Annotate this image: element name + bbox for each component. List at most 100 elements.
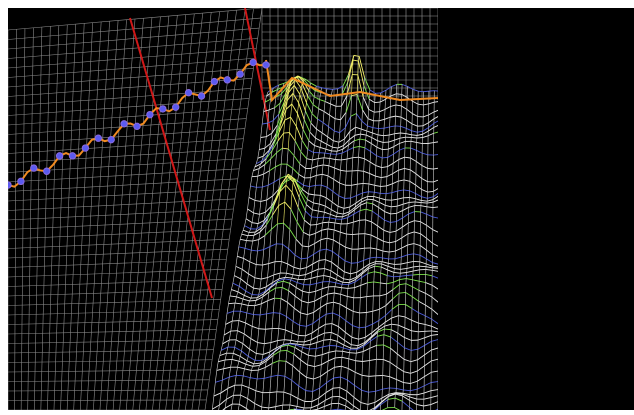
terrain-line <box>319 259 326 261</box>
terrain-line <box>318 268 325 270</box>
terrain-line <box>408 220 415 224</box>
terrain-line <box>328 281 330 287</box>
terrain-line <box>396 203 404 207</box>
terrain-line <box>337 148 344 152</box>
terrain-line <box>377 237 384 242</box>
terrain-line <box>318 99 320 109</box>
terrain-line <box>311 216 318 218</box>
terrain-line <box>319 248 327 251</box>
terrain-line <box>349 197 351 207</box>
viewport-background <box>8 8 634 410</box>
terrain-line <box>264 158 267 165</box>
terrain-line <box>242 343 250 350</box>
terrain-line <box>333 118 336 131</box>
terrain-line <box>319 141 322 148</box>
terrain-line <box>295 282 298 288</box>
terrain-line <box>297 386 300 399</box>
terrain-line <box>337 85 344 90</box>
terrain-line <box>318 157 325 160</box>
terrain-line <box>321 87 328 90</box>
terrain-line <box>379 293 387 297</box>
terrain-line <box>267 291 270 301</box>
wall-grid-line <box>8 8 263 31</box>
terrain-line <box>352 222 354 235</box>
terrain-line <box>362 347 371 352</box>
terrain-line <box>324 259 326 269</box>
terrain-line <box>305 102 307 111</box>
terrain-line <box>302 119 305 130</box>
terrain-line <box>250 326 253 339</box>
terrain-line <box>386 289 394 295</box>
terrain-line <box>350 185 352 199</box>
terrain-line <box>421 196 428 199</box>
terrain-line <box>343 347 351 351</box>
terrain-line <box>361 192 363 199</box>
terrain-line <box>297 197 300 208</box>
terrain-line <box>267 181 275 186</box>
terrain-line <box>237 411 238 415</box>
terrain-line <box>330 150 332 154</box>
terrain-line <box>388 393 396 397</box>
terrain-line <box>279 261 282 274</box>
terrain-line <box>307 253 314 259</box>
terrain-line <box>334 118 341 121</box>
terrain-line <box>392 180 399 185</box>
terrain-line <box>272 278 280 283</box>
terrain-line <box>336 212 338 217</box>
terrain-line <box>367 118 374 122</box>
terrain-line <box>312 104 319 110</box>
terrain-line <box>406 109 413 114</box>
terrain-line <box>379 108 386 113</box>
terrain-line <box>406 278 413 281</box>
terrain-line <box>368 108 375 113</box>
terrain-line <box>409 399 417 405</box>
terrain-line <box>412 274 420 276</box>
terrain-line <box>410 370 418 374</box>
terrain-line <box>275 404 283 408</box>
terrain-line <box>231 359 239 362</box>
terrain-line <box>325 249 327 260</box>
terrain-line <box>348 281 356 285</box>
terrain-line <box>366 202 373 205</box>
terrain-line <box>409 406 414 410</box>
terrain-line <box>247 300 250 306</box>
terrain-line <box>256 176 259 188</box>
terrain-line <box>308 290 316 294</box>
terrain-line <box>260 265 263 280</box>
terrain-line <box>404 337 412 341</box>
terrain-line <box>310 342 318 345</box>
terrain-line <box>320 140 327 145</box>
terrain-line <box>341 284 343 288</box>
terrain-line <box>372 127 374 133</box>
terrain-line <box>316 281 323 284</box>
terrain-line <box>352 325 360 329</box>
terrain-line <box>286 263 288 274</box>
terrain-line <box>404 316 412 321</box>
terrain-line <box>351 262 358 264</box>
terrain-line <box>338 243 340 257</box>
terrain-line <box>308 348 310 356</box>
terrain-line <box>253 168 260 172</box>
terrain-line <box>292 308 295 322</box>
terrain-line <box>325 303 328 315</box>
terrain-line <box>320 132 323 142</box>
terrain-line <box>362 360 370 362</box>
terrain-line <box>355 195 357 204</box>
terrain-line <box>306 263 314 268</box>
terrain-line <box>331 396 333 404</box>
terrain-line <box>338 387 341 397</box>
terrain-line <box>337 335 345 341</box>
terrain-line <box>225 320 233 325</box>
terrain-line <box>342 344 345 348</box>
terrain-line <box>360 296 367 299</box>
terrain-line <box>344 405 346 410</box>
terrain-line <box>226 310 234 314</box>
terrain-line <box>316 85 322 89</box>
terrain-line <box>317 404 319 410</box>
terrain-line <box>333 222 336 230</box>
terrain-line <box>378 321 386 328</box>
terrain-line <box>433 116 438 120</box>
terrain-line <box>347 368 349 381</box>
terrain-line <box>262 343 265 355</box>
terrain-line <box>362 260 365 269</box>
